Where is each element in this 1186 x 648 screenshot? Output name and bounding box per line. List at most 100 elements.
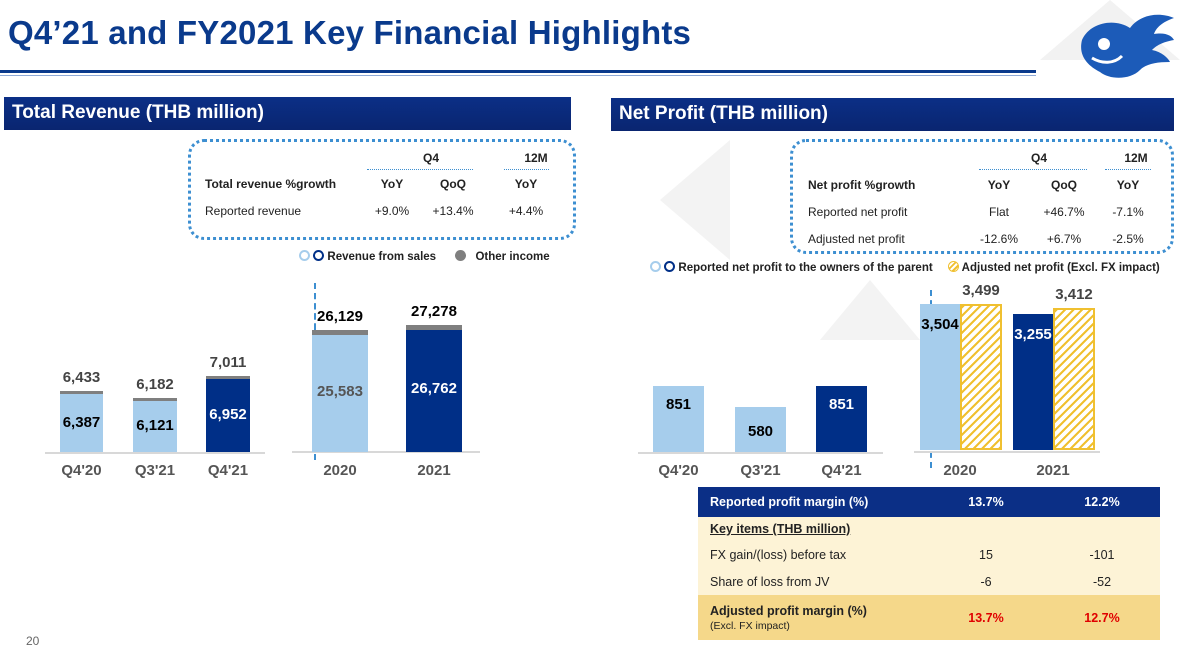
revenue-section-header: Total Revenue (THB million) — [4, 97, 571, 130]
background-pattern — [820, 280, 920, 340]
bar-revenue-from-sales — [312, 335, 368, 452]
cell: 13.7% — [968, 495, 1004, 509]
bar-reported-net-profit — [816, 386, 867, 452]
table-row: Share of loss from JV -6 -52 — [698, 568, 1160, 595]
data-label-sales: 6,121 — [136, 417, 174, 435]
bar-other-income — [406, 325, 462, 330]
row-header: Total revenue %growth — [205, 177, 337, 191]
net-profit-growth-table: Q4 12M Net profit %growth YoY QoQ YoY Re… — [790, 139, 1174, 254]
bar-revenue-from-sales — [406, 330, 462, 452]
bar-reported-net-profit — [735, 407, 786, 452]
x-axis — [292, 451, 480, 453]
row-label: FX gain/(loss) before tax — [710, 547, 847, 562]
profit-margin-table: Reported profit margin (%) 13.7% 12.2% K… — [698, 487, 1160, 640]
x-tick-label: 2021 — [417, 462, 451, 479]
bar-other-income — [60, 391, 103, 394]
cell: -101 — [1089, 547, 1115, 562]
col-group-12m: 12M — [1124, 151, 1148, 165]
data-label-sales: 26,762 — [411, 380, 457, 397]
x-tick-label: Q3'21 — [740, 462, 781, 479]
legend-navy-circle-icon — [664, 261, 676, 272]
x-tick-label: Q4'21 — [821, 462, 862, 479]
legend-light-circle-icon — [650, 261, 661, 272]
col-group-q4: Q4 — [1030, 151, 1047, 165]
cell: 13.7% — [968, 610, 1004, 625]
col-header: YoY — [514, 177, 538, 191]
data-label-sales: 6,387 — [62, 414, 101, 431]
divider — [504, 169, 549, 170]
page-title: Q4’21 and FY2021 Key Financial Highlight… — [8, 14, 692, 51]
col-header: YoY — [380, 177, 404, 191]
cell: +13.4% — [432, 204, 474, 218]
row-label: Adjusted profit margin (%) (Excl. FX imp… — [698, 604, 928, 632]
legend-sales: Revenue from sales — [327, 251, 437, 263]
table-row-adjusted: Adjusted profit margin (%) (Excl. FX imp… — [698, 595, 1160, 640]
row-header: Net profit %growth — [808, 178, 916, 192]
cell: +46.7% — [1043, 205, 1085, 219]
page-number: 20 — [26, 634, 40, 648]
table-row-header: Reported profit margin (%) 13.7% 12.2% — [698, 487, 1160, 517]
data-label-reported: 3,504 — [921, 316, 959, 333]
cell: +6.7% — [1046, 232, 1082, 246]
cell: +4.4% — [508, 204, 544, 218]
bar-other-income — [206, 375, 250, 379]
company-logo — [1081, 14, 1174, 78]
data-label-reported: 580 — [747, 423, 774, 441]
col-group-q4: Q4 — [422, 151, 439, 165]
title-underline — [0, 70, 1036, 73]
title-underline-thin — [0, 75, 1036, 76]
col-header: QoQ — [440, 177, 466, 191]
cell: Flat — [988, 205, 1009, 219]
row-label: Share of loss from JV — [710, 574, 830, 589]
x-tick-label: Q3'21 — [134, 462, 176, 479]
col-header: YoY — [987, 178, 1011, 192]
data-label-reported: 3,255 — [1014, 326, 1052, 344]
data-label-total: 27,278 — [411, 303, 457, 320]
row-label: Reported net profit — [808, 205, 908, 219]
bar-adjusted-net-profit — [960, 304, 1002, 450]
row-label: Reported revenue — [205, 204, 302, 218]
cell: 12.7% — [1084, 610, 1120, 625]
x-tick-label: Q4'21 — [207, 462, 249, 479]
bar-revenue-from-sales — [60, 394, 103, 452]
table-row: FX gain/(loss) before tax 15 -101 — [698, 541, 1160, 568]
legend-hatched-dot-icon — [947, 261, 959, 272]
legend-adjusted: Adjusted net profit (Excl. FX impact) — [961, 262, 1160, 274]
x-tick-label: 2020 — [943, 462, 977, 479]
x-axis — [638, 452, 883, 454]
x-tick-label: Q4'20 — [61, 462, 102, 479]
adjusted-sublabel: (Excl. FX impact) — [710, 619, 790, 632]
cell: 12.2% — [1084, 495, 1120, 509]
data-label-sales: 25,583 — [317, 382, 363, 400]
net-profit-legend: Reported net profit to the owners of the… — [650, 261, 1160, 274]
legend-reported: Reported net profit to the owners of the… — [678, 262, 933, 274]
divider — [979, 169, 1087, 170]
row-label: Adjusted net profit — [808, 232, 905, 246]
cell: -52 — [1092, 574, 1112, 589]
cell: 15 — [979, 547, 993, 562]
bar-reported-net-profit — [653, 386, 704, 452]
cell: -12.6% — [979, 232, 1019, 246]
row-label: Key items (THB million) — [710, 522, 851, 536]
divider — [1105, 169, 1151, 170]
x-tick-label: Q4'20 — [658, 462, 699, 479]
bar-other-income — [133, 397, 177, 401]
data-label-reported: 851 — [665, 396, 692, 413]
data-label-reported: 851 — [828, 396, 855, 413]
data-label-total: 6,182 — [136, 375, 174, 393]
bar-revenue-from-sales — [206, 378, 250, 452]
bar-adjusted-net-profit — [1053, 307, 1095, 450]
background-pattern — [660, 140, 730, 260]
legend-light-circle-icon — [299, 250, 310, 261]
cell: -7.1% — [1112, 205, 1144, 219]
data-label-adjusted: 3,499 — [962, 282, 1000, 300]
col-group-12m: 12M — [524, 151, 548, 165]
x-tick-label: 2021 — [1036, 462, 1070, 479]
revenue-growth-table: Q4 12M Total revenue %growth YoY QoQ YoY… — [188, 139, 576, 240]
legend-navy-circle-icon — [313, 250, 325, 261]
legend-other: Other income — [475, 251, 550, 263]
legend-grey-dot-icon — [455, 250, 467, 261]
x-axis — [45, 452, 265, 454]
table-row: Key items (THB million) — [698, 517, 1160, 541]
data-label-total: 7,011 — [209, 353, 247, 371]
